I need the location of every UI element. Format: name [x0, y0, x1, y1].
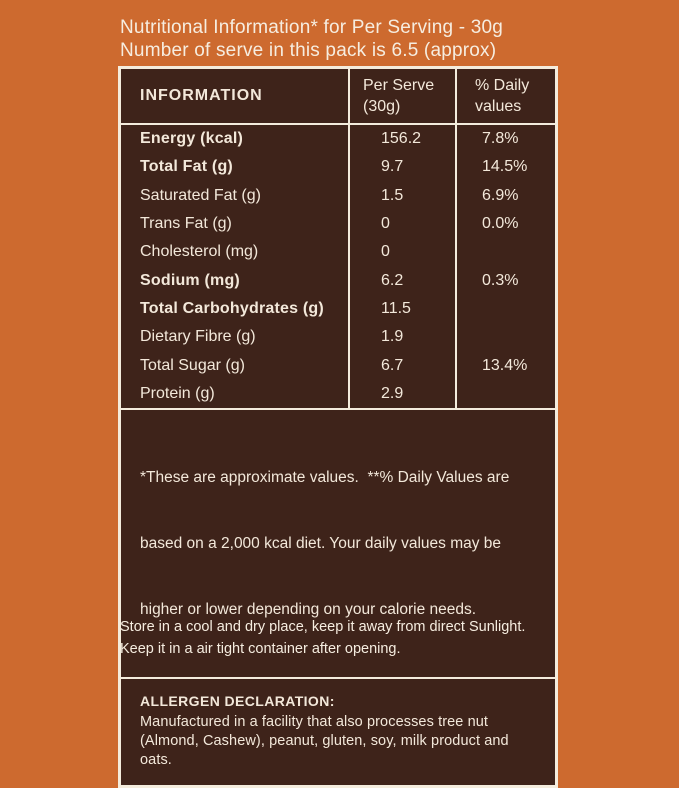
row-label: Sodium (mg) [121, 266, 350, 295]
row-label: Trans Fat (g) [121, 209, 350, 239]
allergen-line1: Manufactured in a facility that also pro… [140, 713, 489, 730]
row-label: Energy (kcal) [121, 125, 350, 154]
footnote-line3: higher or lower depending on your calori… [140, 600, 477, 618]
row-value: 9.7 [350, 153, 457, 182]
row-daily-value: 6.9% [482, 186, 519, 204]
table-row-protein: Protein (g) 2.9 [121, 379, 555, 408]
daily-values-footnote: *These are approximate values. **% Daily… [121, 410, 555, 679]
row-daily-value [457, 295, 555, 323]
row-value: 1.5 [350, 181, 457, 210]
table-row-dietary-fibre: Dietary Fibre (g) 1.9 [121, 323, 555, 352]
row-label: Total Sugar (g) [121, 351, 350, 380]
row-daily-value: 0.0% [482, 215, 519, 233]
row-label: Saturated Fat (g) [121, 181, 350, 210]
allergen-line2: (Almond, Cashew), peanut, gluten, soy, m… [140, 732, 509, 768]
table-row-total-fat: Total Fat (g) 9.7 14.5% [121, 153, 555, 182]
row-daily-value [457, 323, 555, 351]
row-value: 0 [350, 209, 457, 239]
allergen-declaration-section: ALLERGEN DECLARATION: Manufactured in a … [121, 679, 555, 785]
table-row-cholesterol: Cholesterol (mg) 0 [121, 238, 555, 267]
row-value: 0 [350, 238, 457, 267]
footnote-line2: based on a 2,000 kcal diet. Your daily v… [140, 534, 502, 552]
nutrition-facts-panel: INFORMATION Per Serve (30g) % Daily valu… [118, 66, 558, 788]
storage-instructions: Store in a cool and dry place, keep it a… [120, 616, 600, 660]
row-value: 2.9 [350, 379, 457, 408]
row-value: 11.5 [350, 294, 457, 324]
table-row-total-sugar: Total Sugar (g) 6.7 13.4% [121, 351, 555, 380]
row-label: Total Carbohydrates (g) [121, 294, 350, 324]
row-daily-value: 14.5% [482, 158, 528, 176]
row-value: 6.7 [350, 351, 457, 380]
header-information: INFORMATION [121, 69, 350, 123]
header-per-serve-line1: Per Serve [363, 77, 435, 94]
header-daily-line2: values [475, 98, 522, 115]
header-daily-values: % Daily values [457, 69, 555, 123]
footnote-line1: *These are approximate values. **% Daily… [140, 468, 510, 486]
row-value: 6.2 [350, 266, 457, 295]
storage-line1: Store in a cool and dry place, keep it a… [120, 619, 526, 635]
row-daily-value: 0.3% [482, 271, 519, 289]
row-daily-value [457, 238, 555, 266]
nutrition-label-page: { "colors": { "background": "#cd6a2f", "… [118, 16, 600, 788]
table-row-energy: Energy (kcal) 156.2 7.8% [121, 125, 555, 154]
row-daily-value: 7.8% [482, 130, 519, 148]
row-value: 156.2 [350, 125, 457, 154]
row-daily-value [457, 380, 555, 408]
table-row-trans-fat: Trans Fat (g) 0 0.0% [121, 209, 555, 239]
table-row-sodium: Sodium (mg) 6.2 0.3% [121, 266, 555, 295]
row-daily-value: 13.4% [482, 356, 528, 374]
panel-title-line1: Nutritional Information* for Per Serving… [120, 17, 504, 38]
panel-title: Nutritional Information* for Per Serving… [120, 16, 580, 62]
row-label: Cholesterol (mg) [121, 238, 350, 267]
row-label: Dietary Fibre (g) [121, 323, 350, 352]
header-per-serve: Per Serve (30g) [350, 69, 457, 123]
table-header-row: INFORMATION Per Serve (30g) % Daily valu… [121, 69, 555, 125]
panel-title-line2: Number of serve in this pack is 6.5 (app… [120, 40, 497, 61]
row-label: Protein (g) [121, 379, 350, 408]
table-row-saturated-fat: Saturated Fat (g) 1.5 6.9% [121, 181, 555, 210]
row-label: Total Fat (g) [121, 153, 350, 182]
table-body: Energy (kcal) 156.2 7.8% Total Fat (g) 9… [121, 125, 555, 410]
allergen-title: ALLERGEN DECLARATION: [140, 692, 335, 709]
header-daily-line1: % Daily [475, 77, 530, 94]
table-row-total-carbohydrates: Total Carbohydrates (g) 11.5 [121, 294, 555, 324]
storage-line2: Keep it in a air tight container after o… [120, 641, 401, 657]
row-value: 1.9 [350, 323, 457, 352]
header-per-serve-line2: (30g) [363, 98, 401, 115]
